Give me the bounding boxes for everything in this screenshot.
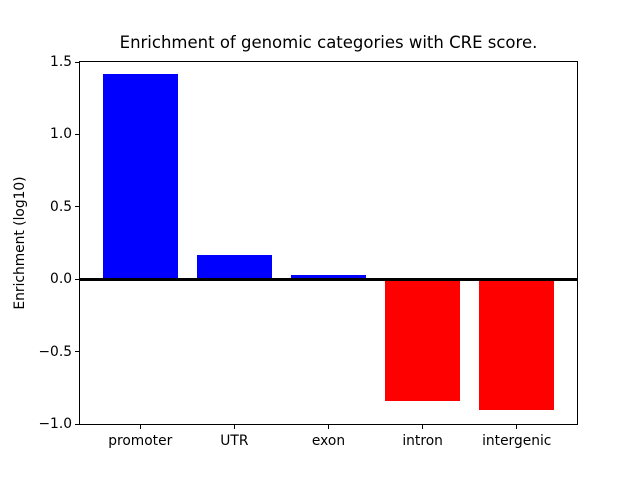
x-tick-mark	[516, 425, 518, 429]
x-tick-label-intron: intron	[402, 433, 443, 449]
x-tick-mark	[233, 425, 235, 429]
x-tick-label-exon: exon	[311, 433, 346, 449]
y-tick-label: 1.5	[50, 54, 72, 70]
zero-line	[80, 277, 577, 281]
x-tick-mark	[328, 425, 329, 429]
x-tick-mark	[422, 425, 424, 429]
x-tick-label-intergenic: intergenic	[482, 433, 552, 449]
y-tick-label: 0.0	[50, 271, 72, 288]
plot-area: 1.5 1.0 0.5 0.0 −0.5 −1.0 promoter UTR exon intro…	[38, 55, 578, 449]
y-tick-mark	[75, 61, 79, 63]
y-tick-mark	[75, 133, 79, 135]
y-axis-label: Enrichment (log10)	[12, 176, 28, 310]
bar-intergenic	[479, 279, 555, 410]
y-tick-label: 0.5	[50, 198, 72, 215]
y-tick-label: −0.5	[38, 343, 72, 360]
bar-intron	[384, 279, 461, 401]
x-tick-label-promoter: promoter	[108, 433, 173, 449]
chart-title: Enrichment of genomic categories with CR…	[119, 33, 538, 52]
x-tick-mark	[139, 425, 141, 429]
x-tick-label-UTR: UTR	[220, 433, 249, 449]
y-tick-mark	[75, 278, 79, 280]
y-tick-label: −1.0	[38, 416, 72, 432]
bar-promoter	[102, 73, 178, 280]
bar-exon	[290, 274, 367, 280]
y-tick-label: 1.0	[50, 126, 72, 143]
bar-UTR	[196, 254, 273, 280]
y-tick-mark	[75, 206, 79, 208]
y-tick-mark	[75, 351, 79, 353]
y-tick-mark	[75, 423, 79, 425]
